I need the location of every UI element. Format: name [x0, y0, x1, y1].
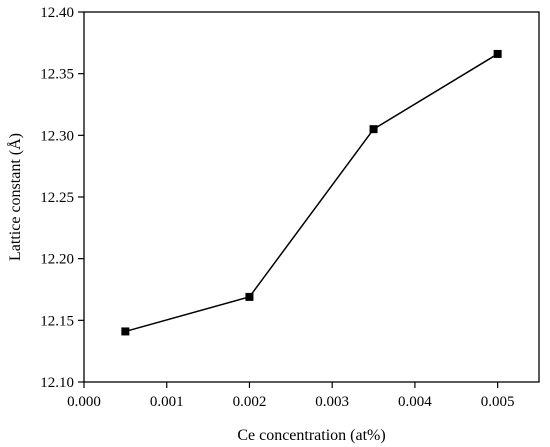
data-point: [493, 49, 502, 58]
plot-frame: [83, 11, 540, 383]
y-tick-label: 12.35: [40, 67, 74, 83]
x-axis-label: Ce concentration (at%): [237, 427, 385, 444]
x-tick-label: 0.003: [315, 394, 349, 410]
y-tick-label: 12.40: [40, 5, 74, 21]
x-tick-label: 0.001: [150, 394, 184, 410]
data-point: [245, 292, 254, 301]
y-axis-label: Lattice constant (Å): [6, 133, 24, 261]
y-tick-label: 12.20: [40, 252, 74, 268]
y-tick-label: 12.30: [40, 128, 74, 144]
y-tick-label: 12.25: [40, 190, 74, 206]
data-point: [369, 125, 378, 134]
x-tick-label: 0.005: [481, 394, 515, 410]
y-tick-label: 12.10: [40, 375, 74, 391]
series-line: [125, 53, 499, 333]
data-point: [121, 327, 130, 336]
y-tick-label: 12.15: [40, 313, 74, 329]
x-tick-label: 0.002: [233, 394, 267, 410]
x-tick-label: 0.000: [67, 394, 101, 410]
x-tick-label: 0.004: [398, 394, 432, 410]
